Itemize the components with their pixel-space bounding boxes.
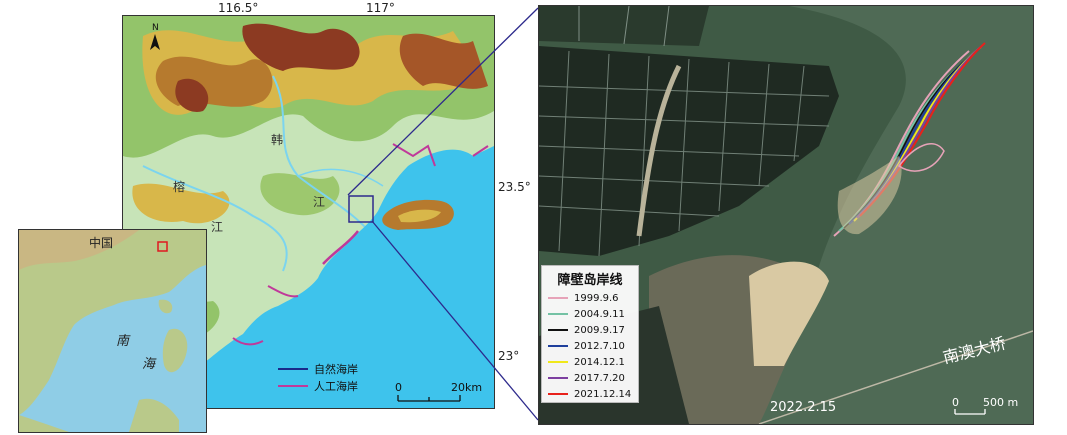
legend-item-2012: 2012.7.10: [542, 338, 638, 354]
legend-item-natural: 自然海岸: [278, 360, 358, 377]
legend-label-natural: 自然海岸: [314, 362, 358, 376]
legend-item-2004: 2004.9.11: [542, 306, 638, 322]
satellite-panel: [538, 5, 1034, 425]
swatch-2004: [548, 313, 568, 315]
main-scale-bar: 0 20km: [395, 381, 490, 410]
label-2009: 2009.9.17: [574, 324, 625, 336]
shoreline-legend: 障壁岛岸线 1999.9.6 2004.9.11 2009.9.17 2012.…: [541, 265, 639, 403]
satellite-scale-bar: 0 500 m: [945, 396, 1025, 423]
natural-coast-swatch: [278, 367, 308, 370]
artificial-coast-swatch: [278, 384, 308, 387]
inset-map: 中国 南 海: [18, 229, 207, 433]
label-2017: 2017.7.20: [574, 372, 625, 384]
legend-item-1999: 1999.9.6: [542, 290, 638, 306]
label-1999: 1999.9.6: [574, 292, 619, 304]
main-scale-zero: 0: [395, 381, 402, 394]
label-2021: 2021.12.14: [574, 388, 632, 400]
river-char-2: 江: [211, 220, 223, 234]
north-arrow-icon: N: [150, 23, 160, 50]
label-2012: 2012.7.10: [574, 340, 625, 352]
label-2014: 2014.12.1: [574, 356, 625, 368]
label-2004: 2004.9.11: [574, 308, 625, 320]
sat-scale-end: 500 m: [983, 396, 1018, 409]
lon-tick-117: 117°: [366, 1, 395, 15]
legend-item-2017: 2017.7.20: [542, 370, 638, 386]
inset-sea-char-2: 海: [142, 357, 157, 372]
swatch-2012: [548, 345, 568, 347]
river-char-4: 江: [313, 195, 325, 209]
swatch-2021: [548, 393, 568, 395]
legend-item-2014: 2014.12.1: [542, 354, 638, 370]
north-label: N: [152, 23, 159, 33]
legend-item-artificial: 人工海岸: [278, 377, 358, 394]
inset-sea-char-1: 南: [116, 334, 131, 349]
swatch-2014: [548, 361, 568, 363]
lat-tick-23: 23°: [498, 349, 520, 363]
sat-scale-zero: 0: [952, 396, 959, 409]
main-scale-end: 20km: [451, 381, 482, 394]
river-char-1: 榕: [173, 179, 185, 194]
swatch-2009: [548, 329, 568, 331]
image-date: 2022.2.15: [770, 400, 837, 415]
river-char-3: 韩: [271, 132, 283, 147]
swatch-1999: [548, 297, 568, 299]
lon-tick-116-5: 116.5°: [218, 1, 259, 15]
study-area-box: [157, 241, 168, 252]
legend-label-artificial: 人工海岸: [314, 379, 358, 393]
shoreline-legend-title: 障壁岛岸线: [557, 273, 623, 288]
coastline-legend: 自然海岸 人工海岸: [278, 360, 358, 394]
swatch-2017: [548, 377, 568, 379]
inset-country-label: 中国: [89, 235, 113, 250]
legend-item-2021: 2021.12.14: [542, 386, 638, 402]
lat-tick-23-5: 23.5°: [498, 180, 531, 194]
legend-item-2009: 2009.9.17: [542, 322, 638, 338]
